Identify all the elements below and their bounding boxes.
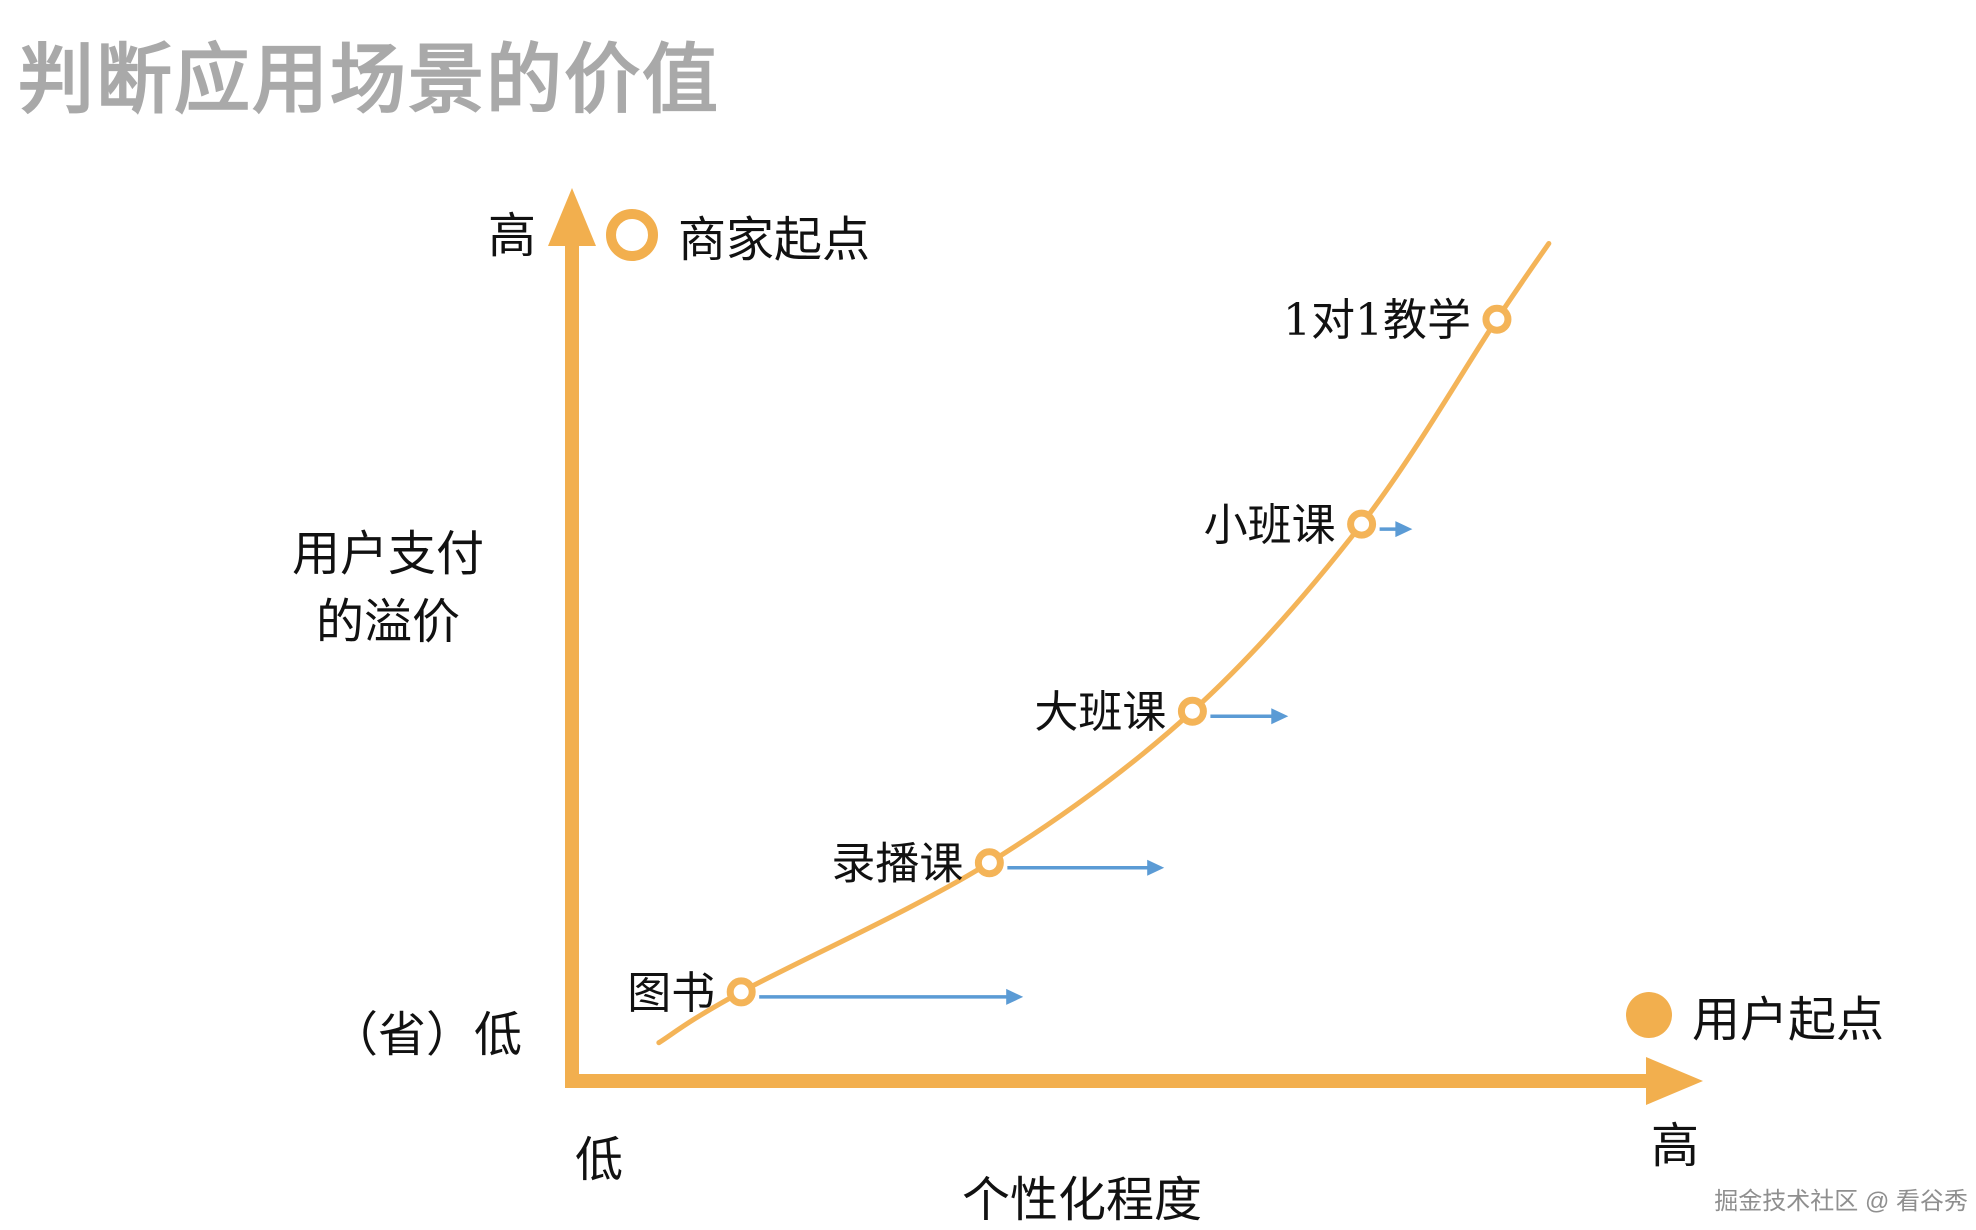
y-axis-title-line1: 用户支付 [291, 526, 484, 582]
shift-arrowhead [1006, 988, 1024, 1005]
y-axis-min-label: （省）低 [330, 1007, 523, 1063]
point-label: 1对1教学 [1283, 295, 1471, 346]
legend-user-label: 用户起点 [1692, 992, 1885, 1048]
data-point [1347, 509, 1377, 539]
y-axis-title-line2: 的溢价 [315, 594, 460, 650]
x-axis-min-label: 低 [575, 1132, 624, 1188]
shift-arrowhead [1271, 708, 1289, 725]
data-point [974, 848, 1004, 878]
y-axis-title: 用户支付 的溢价 [268, 520, 508, 656]
chart-title: 判断应用场景的价值 [18, 35, 720, 124]
solid-marker-icon [1626, 992, 1672, 1038]
y-axis-arrowhead [548, 188, 596, 246]
data-point [1177, 696, 1207, 726]
x-axis-arrowhead [1646, 1057, 1703, 1105]
legend-merchant-start: 商家起点 [606, 200, 870, 270]
point-label: 小班课 [1204, 500, 1336, 551]
legend-user-start: 用户起点 [1626, 980, 1884, 1050]
ring-marker-icon [606, 209, 658, 261]
shift-arrowhead [1147, 859, 1165, 876]
watermark: 掘金技术社区 @ 看谷秀 [1714, 1188, 1968, 1215]
legend-merchant-label: 商家起点 [678, 212, 871, 268]
point-label: 图书 [627, 968, 715, 1019]
x-axis-max-label: 高 [1651, 1118, 1700, 1174]
data-point [1482, 304, 1512, 334]
value-curve [656, 240, 1552, 1046]
point-label: 大班课 [1034, 687, 1166, 738]
x-axis-title: 个性化程度 [961, 1172, 1202, 1228]
data-point [726, 977, 756, 1007]
y-axis-max-label: 高 [488, 208, 537, 264]
point-label: 录播课 [831, 839, 963, 890]
shift-arrowhead [1395, 521, 1413, 538]
